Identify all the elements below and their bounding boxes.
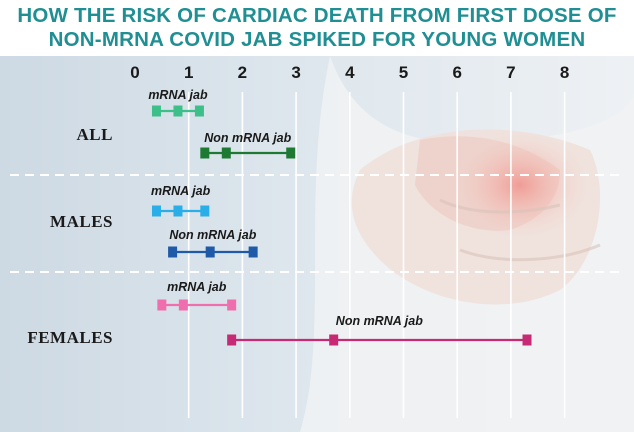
females-mrna-high-marker — [227, 299, 237, 311]
chart-title: HOW THE RISK OF CARDIAC DEATH FROM FIRST… — [0, 0, 634, 56]
group-label-males: MALES — [50, 212, 113, 231]
group-label-all: ALL — [77, 125, 113, 144]
vertical-gridlines — [187, 92, 566, 418]
all-non-mrna-label: Non mRNA jab — [204, 131, 291, 145]
females-non-mrna-high-marker — [522, 334, 532, 346]
all-mrna-estimate-marker — [173, 105, 183, 117]
group-labels: ALL MALES FEMALES — [27, 125, 113, 347]
all-non-mrna-high-marker — [286, 147, 296, 159]
females-mrna-estimate-marker — [178, 299, 188, 311]
x-tick-label-4: 4 — [345, 63, 355, 82]
all-mrna-interval: mRNA jab — [148, 88, 208, 117]
females-non-mrna-estimate-marker — [329, 334, 339, 346]
x-tick-label-6: 6 — [452, 63, 461, 82]
chart-title-line-1: HOW THE RISK OF CARDIAC DEATH FROM FIRST… — [17, 4, 617, 27]
males-mrna-estimate-marker — [173, 205, 183, 217]
males-mrna-high-marker — [200, 205, 210, 217]
group-label-females: FEMALES — [27, 328, 113, 347]
females-mrna-low-marker — [157, 299, 167, 311]
all-mrna-high-marker — [194, 105, 204, 117]
males-mrna-interval: mRNA jab — [151, 184, 211, 217]
females-non-mrna-low-marker — [227, 334, 237, 346]
x-tick-label-7: 7 — [506, 63, 515, 82]
all-non-mrna-low-marker — [200, 147, 210, 159]
males-non-mrna-interval: Non mRNA jab — [168, 228, 258, 258]
females-mrna-interval: mRNA jab — [157, 280, 237, 311]
all-mrna-label: mRNA jab — [148, 88, 208, 102]
chart-title-line-2: NON-MRNA COVID JAB SPIKED FOR YOUNG WOME… — [48, 28, 586, 51]
x-tick-label-3: 3 — [291, 63, 300, 82]
x-tick-label-8: 8 — [560, 63, 569, 82]
all-non-mrna-interval: Non mRNA jab — [200, 131, 296, 159]
females-non-mrna-label: Non mRNA jab — [336, 314, 423, 328]
males-mrna-low-marker — [151, 205, 161, 217]
all-non-mrna-estimate-marker — [221, 147, 231, 159]
series-intervals: mRNA jab Non mRNA jab mRNA jab Non mRNA jab… — [148, 88, 532, 346]
females-mrna-label: mRNA jab — [167, 280, 227, 294]
background-photo — [0, 56, 634, 432]
males-non-mrna-label: Non mRNA jab — [169, 228, 256, 242]
males-non-mrna-high-marker — [248, 246, 258, 258]
females-non-mrna-interval: Non mRNA jab — [227, 314, 532, 346]
x-tick-label-1: 1 — [184, 63, 193, 82]
males-non-mrna-low-marker — [168, 246, 178, 258]
x-tick-labels: 0 1 2 3 4 5 6 7 8 — [130, 63, 569, 82]
x-tick-label-2: 2 — [238, 63, 247, 82]
males-mrna-label: mRNA jab — [151, 184, 211, 198]
x-tick-label-5: 5 — [399, 63, 408, 82]
all-mrna-low-marker — [151, 105, 161, 117]
group-separators — [10, 174, 624, 273]
males-non-mrna-estimate-marker — [205, 246, 215, 258]
x-tick-label-0: 0 — [130, 63, 139, 82]
